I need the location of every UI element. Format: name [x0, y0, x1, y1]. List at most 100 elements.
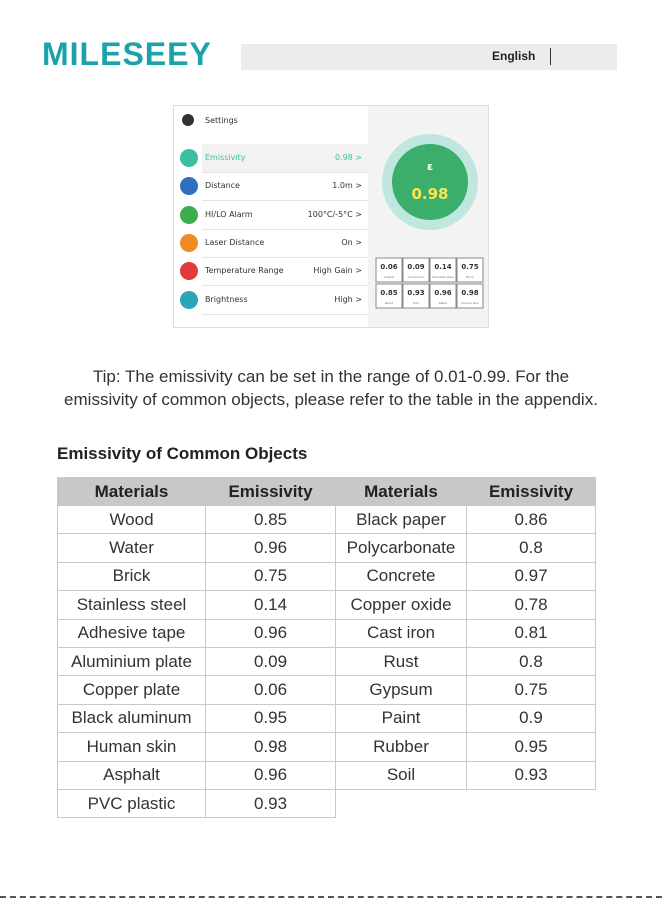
emissivity-cell: 0.75 — [205, 561, 336, 592]
preset-value: 0.14 — [434, 263, 451, 271]
menu-item: Laser Distance On > — [180, 229, 368, 258]
settings-menu: Settings Emissivity 0.98 > Distance 1.0m > H… — [174, 106, 368, 327]
emissivity-cell: 0.96 — [205, 618, 336, 648]
column-header: Emissivity — [205, 477, 336, 506]
menu-icon — [180, 262, 198, 281]
preset-label: Stainless steel — [432, 275, 454, 279]
material-cell: Human skin — [57, 732, 206, 762]
preset-grid: 0.06 Copper 0.09 Aluminium 0.14 Stainless ste… — [375, 257, 484, 309]
emissivity-panel: ε 0.98 0.06 Copper 0.09 Aluminium 0.14 Stainl… — [368, 106, 488, 327]
column-header: Materials — [57, 477, 206, 506]
menu-icon — [180, 149, 198, 167]
tip-line: emissivity of common objects, please ref… — [64, 390, 598, 409]
preset-value: 0.85 — [380, 289, 397, 297]
table-row: Human skin 0.98 Rubber 0.95 — [57, 732, 596, 762]
panel-graphic: ε 0.98 0.06 Copper 0.09 Aluminium 0.14 Stainl… — [375, 134, 484, 309]
menu-icon — [180, 177, 198, 196]
menu-value: High > — [334, 294, 362, 304]
emissivity-table: Materials Emissivity Materials Emissivity Wo… — [57, 477, 596, 819]
gear-icon — [182, 114, 194, 126]
preset-label: Water — [439, 301, 449, 305]
menu-item: Emissivity 0.98 > — [180, 144, 368, 173]
menu-label: Emissivity — [205, 153, 246, 162]
preset-label: Human skin — [461, 301, 479, 305]
emissivity-cell: 0.96 — [205, 760, 336, 790]
material-cell: Water — [57, 533, 206, 563]
material-cell: PVC plastic — [57, 788, 206, 819]
language[interactable]: English — [492, 49, 536, 63]
menu-value: 100°C/-5°C > — [307, 209, 362, 219]
emissivity-cell: 0.98 — [205, 732, 336, 762]
preset-label: Wood — [385, 301, 393, 305]
current-value: 0.98 — [411, 185, 448, 203]
table-row: Asphalt 0.96 Soil 0.93 — [57, 760, 596, 790]
preset-label: Aluminium — [408, 275, 424, 279]
material-cell: Black aluminum — [57, 703, 206, 734]
preset-value: 0.09 — [407, 263, 424, 271]
menu-label: Distance — [205, 181, 240, 191]
preset-label: PVC — [413, 301, 419, 305]
material-cell: Rubber — [335, 732, 467, 762]
emissivity-cell: 0.09 — [205, 646, 336, 677]
emissivity-cell: 0.95 — [466, 732, 596, 762]
menu-label: HI/LO Alarm — [205, 209, 253, 219]
preset-box — [429, 257, 457, 283]
menu-value: 1.0m > — [332, 181, 362, 191]
symbol: ε — [427, 160, 433, 173]
preset-value: 0.06 — [380, 263, 397, 271]
emissivity-cell: 0.06 — [205, 675, 336, 705]
material-cell: Rust — [335, 646, 467, 677]
menu-icon — [180, 290, 198, 309]
menu-label: Temperature Range — [205, 266, 284, 276]
material-cell: Copper plate — [57, 675, 206, 705]
device-screenshot: Settings Emissivity 0.98 > Distance 1.0m > H… — [173, 105, 489, 328]
emissivity-cell: 0.75 — [466, 675, 596, 705]
material-cell: Asphalt — [57, 760, 206, 790]
emissivity-cell: 0.9 — [466, 703, 596, 734]
menu-label: Brightness — [205, 294, 248, 304]
emissivity-cell: 0.86 — [466, 504, 596, 535]
table-row: Wood 0.85 Black paper 0.86 — [57, 504, 596, 535]
material-cell: Paint — [335, 703, 467, 734]
table-row: Brick 0.75 Concrete 0.97 — [57, 561, 596, 592]
menu-value: High Gain > — [313, 266, 362, 276]
preset-value: 0.75 — [461, 263, 478, 271]
emissivity-cell: 0.85 — [205, 504, 336, 535]
material-cell: Concrete — [335, 561, 467, 592]
menu-label: Laser Distance — [205, 237, 265, 247]
tip: Tip: The emissivity can be set in the ra… — [0, 365, 662, 411]
emissivity-cell: 0.95 — [205, 703, 336, 734]
preset-box — [456, 257, 484, 283]
preset-box — [375, 283, 403, 309]
separator — [550, 48, 551, 65]
material-cell: Black paper — [335, 504, 467, 535]
menu-item: Distance 1.0m > — [180, 172, 368, 202]
material-cell: Gypsum — [335, 675, 467, 705]
preset-label: Brick — [466, 275, 474, 279]
column-header: Emissivity — [466, 477, 596, 506]
material-cell: Aluminium plate — [57, 646, 206, 677]
material-cell: Polycarbonate — [335, 533, 467, 563]
preset-value: 0.93 — [407, 289, 424, 297]
material-cell: Adhesive tape — [57, 618, 206, 648]
menu-icon — [180, 233, 198, 252]
material-cell: Soil — [335, 760, 467, 790]
menu-value: 0.98 > — [334, 153, 362, 162]
emissivity-cell: 0.93 — [205, 788, 336, 819]
table-row: Black aluminum 0.95 Paint 0.9 — [57, 703, 596, 734]
emissivity-cell: 0.78 — [466, 590, 596, 620]
menu-item: HI/LO Alarm 100°C/-5°C > — [180, 201, 368, 230]
page-edge — [0, 896, 662, 898]
material-cell: Brick — [57, 561, 206, 592]
table-title: Emissivity of Common Objects — [57, 444, 308, 463]
preset-value: 0.98 — [461, 289, 478, 297]
preset-box — [456, 283, 484, 309]
table-row: PVC plastic 0.93 — [57, 788, 596, 819]
preset-box — [402, 257, 430, 283]
preset-value: 0.96 — [434, 289, 451, 297]
table-row: Adhesive tape 0.96 Cast iron 0.81 — [57, 618, 596, 648]
table-row: Water 0.96 Polycarbonate 0.8 — [57, 533, 596, 563]
table-row: Stainless steel 0.14 Copper oxide 0.78 — [57, 590, 596, 620]
emissivity-cell: 0.93 — [466, 760, 596, 790]
